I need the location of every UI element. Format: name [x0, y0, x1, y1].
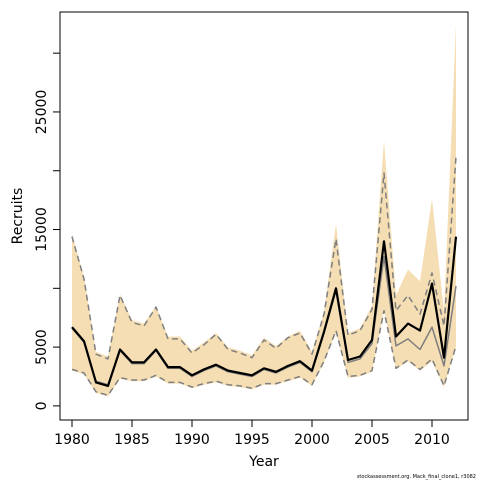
y-tick-label: 15000 [34, 207, 50, 252]
y-tick-label: 0 [34, 401, 50, 410]
x-tick-label: 1995 [234, 432, 270, 448]
x-tick-label: 1985 [114, 432, 150, 448]
y-axis: 0 5000 15000 25000 [34, 52, 61, 410]
x-tick-label: 2005 [354, 432, 390, 448]
x-tick-label: 1980 [54, 432, 90, 448]
x-tick-label: 1990 [174, 432, 210, 448]
series-line-gray-dashed-lower [71, 309, 457, 397]
series-lines [71, 156, 458, 397]
x-tick-label: 2000 [294, 432, 330, 448]
series-line-black-thick [71, 236, 458, 387]
x-axis-title: Year [248, 454, 279, 470]
y-tick-label: 25000 [34, 90, 50, 135]
y-axis-title: Recruits [10, 188, 26, 245]
confidence-band [72, 23, 456, 397]
series-line-gray-dashed-upper [71, 156, 457, 360]
x-axis: 1980 1985 1990 1995 2000 2005 2010 [54, 419, 450, 448]
y-tick-label: 5000 [34, 329, 50, 365]
x-tick-label: 2010 [414, 432, 450, 448]
footnote: stockassessment.org, Mack_final_clone1, … [357, 474, 476, 480]
